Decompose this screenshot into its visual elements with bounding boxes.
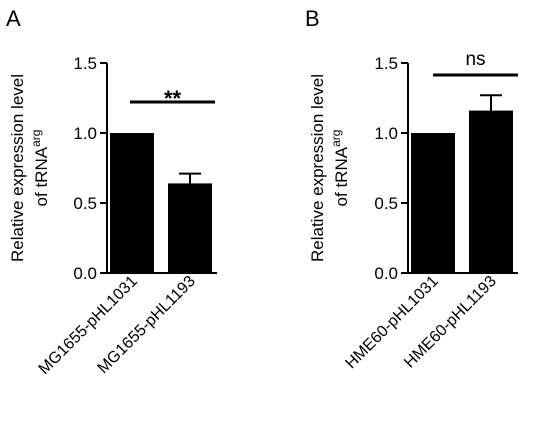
y-tick-label: 0.5: [73, 194, 97, 213]
bar: [469, 110, 513, 273]
bar: [110, 133, 154, 273]
y-tick-label: 1.5: [374, 54, 398, 73]
y-tick-label: 0.0: [73, 264, 97, 283]
y-tick-label: 1.0: [374, 124, 398, 143]
bar: [411, 133, 455, 273]
y-tick-label: 0.0: [374, 264, 398, 283]
category-label: MG1655-pHL1031: [36, 273, 141, 378]
category-label: MG1655-pHL1193: [95, 273, 199, 377]
significance-label: ns: [465, 49, 485, 70]
y-axis-label-line2: of tRNAarg: [329, 130, 351, 207]
panel-b: B 0.0 0.5 1.0 1.5 Relative expression level of…: [305, 6, 518, 372]
panel-a: A 0.0 0.5 1.0 1.5 Relative expression level of…: [6, 6, 217, 378]
y-tick-label: 0.5: [374, 194, 398, 213]
significance-label: **: [164, 86, 182, 111]
y-tick-label: 1.5: [73, 54, 97, 73]
y-axis-label-line1: Relative expression level: [308, 74, 327, 262]
y-axis-label-line2: of tRNAarg: [29, 130, 51, 207]
panel-letter: A: [6, 6, 21, 31]
panel-letter: B: [305, 6, 320, 31]
y-axis-label-line1: Relative expression level: [8, 74, 27, 262]
bar: [168, 183, 212, 273]
y-tick-label: 1.0: [73, 124, 97, 143]
